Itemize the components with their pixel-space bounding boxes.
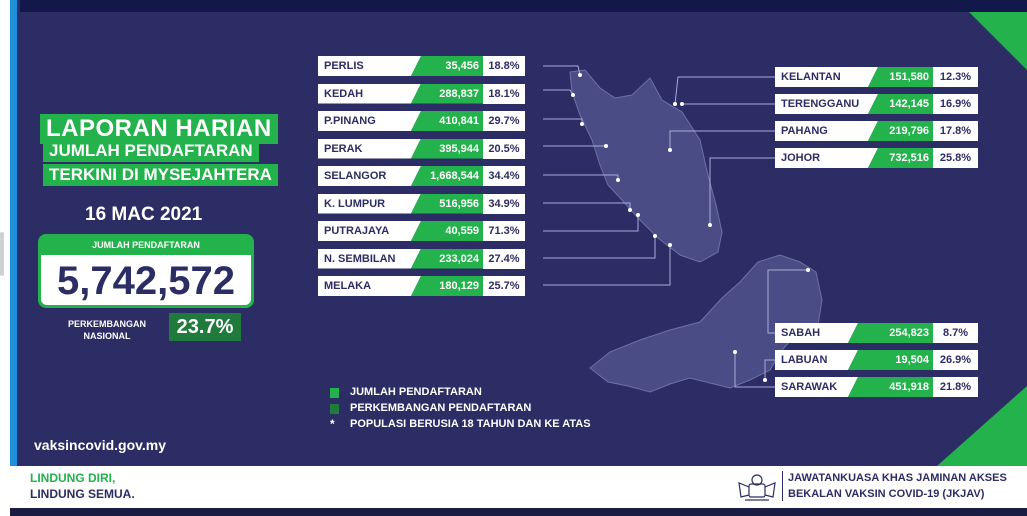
state-registered-value: 219,796 [868, 121, 933, 141]
state-name: SABAH [775, 323, 858, 343]
state-name: SARAWAK [775, 377, 858, 397]
state-registered-value: 254,823 [848, 323, 933, 343]
total-registration-label: JUMLAH PENDAFTARAN [92, 240, 200, 250]
left-accent-stripe [10, 0, 17, 516]
national-progress-label-line2: NASIONAL [83, 331, 131, 341]
state-percent-value: 16.9% [933, 94, 978, 114]
state-percent-value: 18.8% [483, 56, 525, 76]
state-percent-value: 27.4% [483, 248, 525, 269]
state-registered-value: 410,841 [411, 111, 483, 131]
state-percent-value: 21.8% [933, 377, 978, 397]
national-progress-value: 23.7% [169, 313, 241, 341]
report-subtitle-2: TERKINI DI MYSEJAHTERA [43, 164, 278, 186]
state-percent-value: 12.3% [933, 67, 978, 87]
state-name: PERAK [318, 139, 421, 159]
state-name: LABUAN [775, 350, 858, 370]
state-name: K. LUMPUR [318, 194, 421, 214]
state-registered-value: 233,024 [411, 248, 483, 269]
slogan-line1: LINDUNG DIRI, [30, 471, 116, 485]
national-progress-label-line1: PERKEMBANGAN [67, 319, 146, 329]
state-name: P.PINANG [318, 111, 421, 131]
legend-swatch-registration [330, 388, 339, 398]
state-registered-value: 180,129 [411, 276, 483, 296]
state-name: N. SEMBILAN [318, 249, 421, 269]
state-percent-value: 26.9% [933, 350, 978, 370]
total-registration-card: JUMLAH PENDAFTARAN 5,742,572 [38, 234, 254, 308]
state-registered-value: 142,145 [868, 94, 933, 114]
state-name: PUTRAJAYA [318, 221, 421, 241]
state-name: KEDAH [318, 84, 421, 104]
agency-name-line2: BEKALAN VAKSIN COVID-19 (JKJAV) [788, 488, 985, 500]
state-registered-value: 19,504 [848, 350, 933, 370]
state-percent-value: 8.7% [933, 323, 978, 343]
state-registered-value: 151,580 [868, 67, 933, 87]
state-registered-value: 40,559 [411, 221, 483, 241]
state-percent-value: 71.3% [483, 221, 525, 241]
report-date: 16 MAC 2021 [85, 204, 203, 225]
state-percent-value: 20.5% [483, 138, 525, 159]
top-stripe [10, 0, 1027, 12]
website-link[interactable]: vaksincovid.gov.my [34, 437, 167, 453]
state-percent-value: 34.4% [483, 166, 525, 186]
footer-divider [782, 471, 783, 501]
government-crest-icon [738, 474, 776, 501]
legend-label-population: POPULASI BERUSIA 18 TAHUN DAN KE ATAS [350, 418, 591, 430]
report-subtitle-1: JUMLAH PENDAFTARAN [43, 140, 259, 162]
legend-label-registration: JUMLAH PENDAFTARAN [350, 386, 482, 398]
state-registered-value: 732,516 [868, 148, 933, 168]
state-name: JOHOR [775, 148, 878, 168]
state-registered-value: 451,918 [848, 377, 933, 397]
footer-bar [10, 466, 1027, 508]
peninsular-map [569, 69, 723, 263]
state-name: KELANTAN [775, 67, 878, 87]
state-name: MELAKA [318, 276, 421, 296]
state-percent-value: 18.1% [483, 83, 525, 104]
slogan-line2: LINDUNG SEMUA. [30, 487, 135, 501]
asterisk-icon: * [330, 417, 335, 431]
agency-name-line1: JAWATANKUASA KHAS JAMINAN AKSES [788, 472, 1007, 484]
state-registered-value: 516,956 [411, 193, 483, 214]
state-registered-value: 1,668,544 [411, 166, 483, 186]
footer-bottom-stripe [10, 508, 1027, 516]
total-registration-body: 5,742,572 [41, 255, 251, 305]
state-percent-value: 34.9% [483, 193, 525, 214]
report-title: LAPORAN HARIAN [40, 114, 278, 144]
legend-swatch-progress [330, 404, 339, 414]
legend-label-progress: PERKEMBANGAN PENDAFTARAN [350, 402, 532, 414]
total-registration-value: 5,742,572 [57, 259, 235, 303]
state-percent-value: 17.8% [933, 121, 978, 141]
state-registered-value: 395,944 [411, 138, 483, 159]
state-percent-value: 25.7% [483, 276, 525, 296]
infographic-poster: LAPORAN HARIAN JUMLAH PENDAFTARAN TERKIN… [10, 0, 1027, 516]
corner-accent-bottom-right [937, 386, 1027, 466]
state-name: PERLIS [318, 56, 421, 76]
state-name: PAHANG [775, 121, 878, 141]
corner-accent-top-right [969, 12, 1027, 70]
scrollbar-handle[interactable] [0, 232, 4, 276]
state-name: SELANGOR [318, 166, 421, 186]
state-percent-value: 25.8% [933, 148, 978, 168]
left-accent-stripe-inner [17, 0, 20, 516]
national-progress-label: PERKEMBANGAN NASIONAL [62, 318, 152, 342]
state-registered-value: 35,456 [411, 56, 483, 76]
state-percent-value: 29.7% [483, 111, 525, 131]
state-registered-value: 288,837 [411, 83, 483, 104]
state-name: TERENGGANU [775, 94, 878, 114]
